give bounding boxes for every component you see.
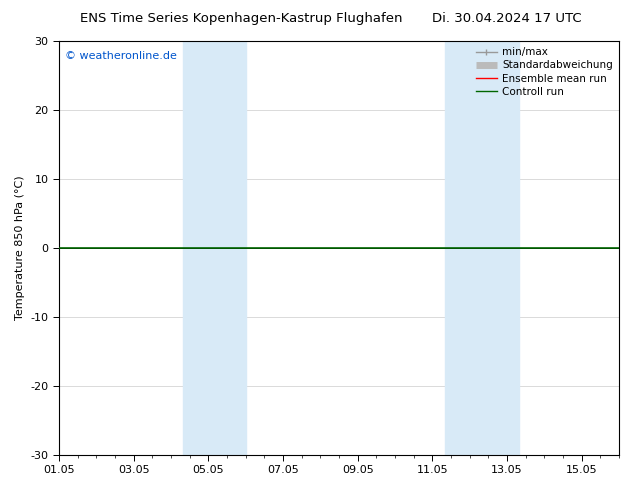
Text: Di. 30.04.2024 17 UTC: Di. 30.04.2024 17 UTC <box>432 12 582 25</box>
Y-axis label: Temperature 850 hPa (°C): Temperature 850 hPa (°C) <box>15 175 25 320</box>
Text: ENS Time Series Kopenhagen-Kastrup Flughafen: ENS Time Series Kopenhagen-Kastrup Flugh… <box>80 12 402 25</box>
Bar <box>444 41 519 455</box>
Text: © weatheronline.de: © weatheronline.de <box>65 51 177 61</box>
Legend: min/max, Standardabweichung, Ensemble mean run, Controll run: min/max, Standardabweichung, Ensemble me… <box>473 44 616 100</box>
Bar <box>183 41 246 455</box>
